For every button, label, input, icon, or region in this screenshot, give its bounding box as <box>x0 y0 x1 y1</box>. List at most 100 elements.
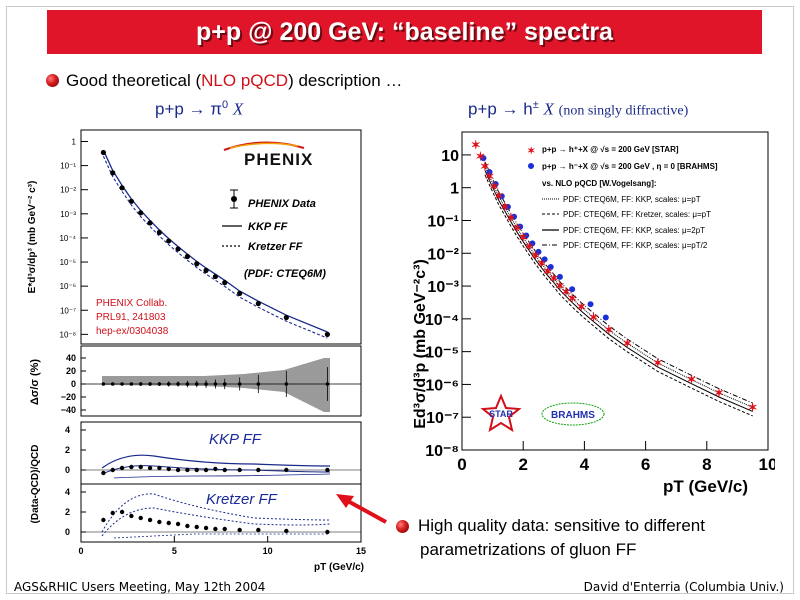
phenix-data-point <box>203 267 209 273</box>
left-mid-ytick-label: −40 <box>61 405 76 415</box>
right-ytick-label: 10⁻⁶ <box>425 377 459 394</box>
kretzer-ratio-point <box>129 513 134 519</box>
left-xtick-label: 15 <box>356 546 366 556</box>
brahms-data-point <box>486 169 493 176</box>
right-yticks: 10 1 10⁻¹ 10⁻² 10⁻³ 10⁻⁴ 10⁻⁵ 10⁻⁶ 10⁻⁷ 10⁻⁸ <box>425 148 471 460</box>
left-top-ytick-label: 10⁻³ <box>60 210 76 219</box>
left-top-ytick-label: 10⁻¹ <box>60 162 76 171</box>
right-xtick-label: 6 <box>641 455 650 474</box>
left-mid-ylabel: Δσ/σ (%) <box>29 359 41 406</box>
star-logo-text: STAR <box>489 409 513 419</box>
rel-error-point <box>284 382 289 386</box>
kkp-ratio-point <box>325 467 330 473</box>
bullet1-pre: Good theoretical ( <box>66 71 202 90</box>
kretzer-ratio-points <box>101 509 330 535</box>
right-ytick-label: 10⁻⁵ <box>425 345 459 362</box>
left-bot2-ytick-label: 4 <box>65 487 70 497</box>
star-data-point: ✶ <box>489 179 499 193</box>
slide-frame <box>6 6 794 594</box>
kretzer-ratio-point <box>147 517 153 523</box>
left-top-panel <box>80 129 362 345</box>
left-bot-panel-2 <box>80 483 362 543</box>
brahms-data-point <box>535 248 542 255</box>
star-data-point: ✶ <box>653 356 663 370</box>
left-bot1-ytick-label: 4 <box>65 425 70 435</box>
left-heading-sup: 0 <box>222 99 229 111</box>
rel-error-point <box>194 382 199 386</box>
star-data-point: ✶ <box>494 189 504 203</box>
bullet-icon <box>46 74 59 87</box>
star-data-point: ✶ <box>500 200 510 214</box>
left-bot1-ytick-label: 0 <box>65 465 70 475</box>
legend-vs: vs. NLO pQCD [W.Vogelsang]: <box>542 179 657 188</box>
footer-right: David d'Enterria (Columbia Univ.) <box>583 580 784 594</box>
right-ytick-label: 10⁻¹ <box>427 213 459 230</box>
kkp-ratio-points <box>101 464 330 476</box>
left-top-ytick-label: 10⁻² <box>60 186 76 195</box>
kretzer-ratio-point <box>101 517 106 523</box>
phenix-data-point <box>237 290 243 297</box>
brahms-data-point <box>517 223 524 230</box>
kretzer-ratio-point <box>157 519 162 525</box>
kkp-ratio-point <box>185 467 190 473</box>
right-ytick-label: 10⁻² <box>427 246 459 263</box>
bullet-icon-2 <box>396 520 409 533</box>
right-points: ✶✶✶✶✶✶✶✶✶✶✶✶✶✶✶✶✶✶✶✶✶✶✶✶✶✶ <box>471 138 758 414</box>
right-ytick-label: 1 <box>450 181 459 198</box>
phenix-data-point <box>222 280 228 286</box>
phenix-data-point <box>175 246 181 252</box>
left-heading-reaction: p+p → π <box>155 99 223 119</box>
rel-error-point <box>129 382 134 386</box>
kkp-ratio-point <box>222 467 227 473</box>
right-xlabel: pT (GeV/c) <box>663 477 748 496</box>
rel-error-point <box>120 382 124 386</box>
kkp-ratio-point <box>129 464 134 470</box>
phenix-data-point <box>110 170 116 176</box>
phenix-data-point <box>194 261 200 267</box>
legend-kretzer: Kretzer FF <box>248 241 303 253</box>
kretzer-ratio-point <box>110 510 115 516</box>
right-ytick-label: 10⁻³ <box>427 279 459 296</box>
star-data-point: ✶ <box>512 221 522 235</box>
right-heading-x: X <box>543 99 554 119</box>
nlo-kkp-mu-pt2-curve <box>484 161 753 404</box>
brahms-data-point <box>556 273 563 280</box>
star-data-point: ✶ <box>555 279 565 293</box>
rel-error-point <box>138 382 143 386</box>
phenix-data-point <box>147 220 153 226</box>
legend-star: p+p → h⁺+X @ √s = 200 GeV [STAR] <box>542 145 679 154</box>
citation-line-3: hep-ex/0304038 <box>96 326 169 337</box>
phenix-data-point <box>184 253 190 260</box>
nlo-kkp-mu-2pt-curve <box>484 170 753 412</box>
kretzer-ratio-point <box>119 509 125 515</box>
left-top-ytick-label: 10⁻⁴ <box>59 234 76 243</box>
star-data-point: ✶ <box>485 169 495 183</box>
rel-error-point <box>222 382 227 386</box>
kretzer-ratio-point <box>284 528 289 534</box>
right-curves <box>484 161 753 417</box>
brahms-logo-text: BRAHMS <box>551 410 595 421</box>
star-data-point: ✶ <box>604 323 614 337</box>
nlo-kkp-mu-pt-curve <box>484 166 753 408</box>
left-bot2-ytick-label: 2 <box>65 507 70 517</box>
kkp-panel-label: KKP FF <box>209 431 262 448</box>
star-data-point: ✶ <box>686 373 696 387</box>
rel-error-point <box>101 382 106 386</box>
left-bot2-ytick-label: 0 <box>65 527 70 537</box>
rel-error-point <box>325 382 330 386</box>
kkp-ratio-point <box>119 465 125 471</box>
star-data-point: ✶ <box>518 231 528 245</box>
left-top-ytick-label: 1 <box>72 138 77 147</box>
phenix-logo: PHENIX <box>223 141 312 169</box>
brahms-data-point <box>492 180 499 187</box>
phenix-data-point <box>128 198 134 204</box>
left-top-points <box>100 149 330 337</box>
right-ytick-label: 10⁻⁴ <box>425 312 459 329</box>
left-xtick-label: 10 <box>263 546 273 556</box>
kretzer-ratio-point <box>325 529 330 535</box>
star-data-point: ✶ <box>543 264 553 278</box>
left-figure: 1 10⁻¹ 10⁻² 10⁻³ 10⁻⁴ 10⁻⁵ 10⁻⁶ 10⁻⁷ 10⁻⁸ E*d³σ/… <box>27 129 366 573</box>
citation-line-1: PHENIX Collab. <box>96 298 167 309</box>
star-data-point: ✶ <box>524 240 534 254</box>
left-citation: PHENIX Collab. PRL91, 241803 hep-ex/0304… <box>96 298 169 337</box>
